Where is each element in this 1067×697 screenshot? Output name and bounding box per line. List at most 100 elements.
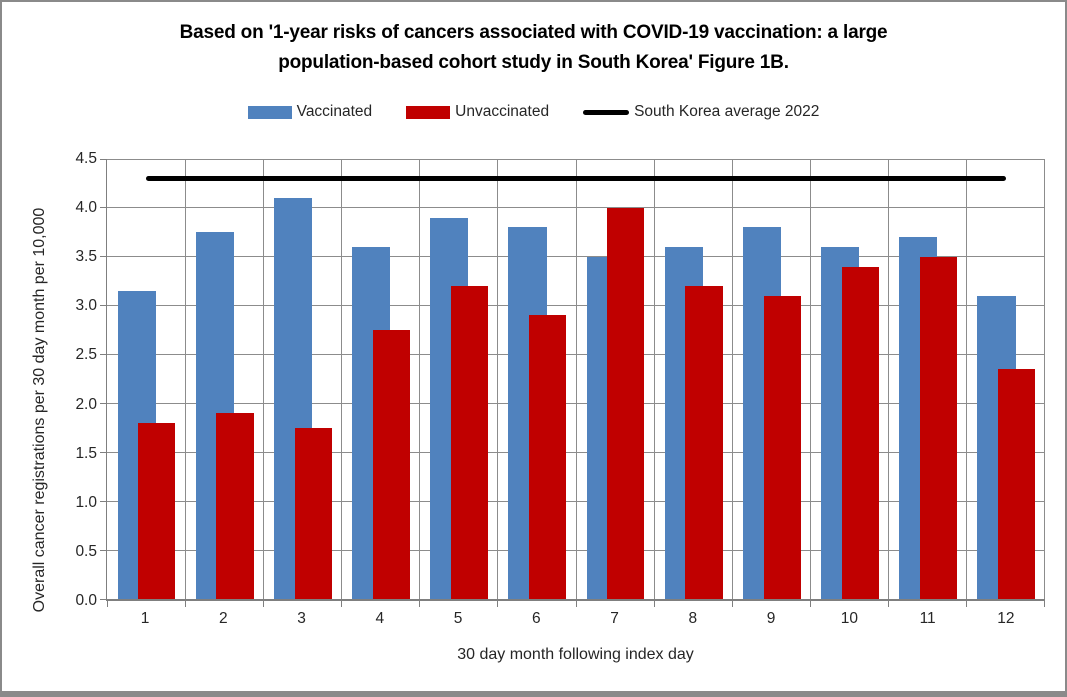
y-tick-mark [100,598,106,600]
x-tick-mark [341,601,342,607]
gridline-v [731,159,733,599]
legend-swatch-vaccinated [247,105,292,119]
legend: Vaccinated Unvaccinated South Korea aver… [2,103,1065,121]
x-tick-mark [262,601,264,607]
y-tick-label: 2.0 [75,395,97,413]
x-tick-mark [1044,601,1045,607]
y-axis-title: Overall cancer registrations per 30 day … [31,207,48,613]
y-tick-mark [100,256,106,258]
y-tick-mark [100,354,106,356]
gridline-v [341,159,342,599]
chart-title-line2: population-based cohort study in South K… [278,52,789,73]
bar-unvaccinated-month-11 [919,256,958,599]
x-tick-label: 11 [919,610,936,627]
x-tick-label: 5 [453,610,463,627]
y-tick-mark [100,158,106,160]
x-tick-mark [184,601,186,607]
gridline-v [184,159,186,599]
x-axis-title: 30 day month following index day [457,646,694,663]
x-tick-mark [888,601,890,607]
y-tick-label: 0.0 [75,592,97,609]
x-tick-label: 10 [840,610,858,627]
y-tick-label: 1.5 [75,444,97,462]
gridline-v [1044,159,1045,599]
category-slot-month-5 [420,159,498,599]
bar-unvaccinated-month-9 [763,295,801,599]
gridline-v [262,159,264,599]
x-tick-label: 2 [219,610,228,627]
x-tick-mark [106,601,108,607]
chart-title: Based on '1-year risks of cancers associ… [2,18,1065,78]
category-slot-month-6 [498,159,576,599]
legend-item-unvaccinated: Unvaccinated [406,103,549,121]
gridline-v [653,159,655,599]
x-tick-mark [497,601,499,607]
legend-swatch-unvaccinated [406,105,451,119]
legend-label-vaccinated: Vaccinated [296,103,373,120]
category-slot-month-4 [342,159,420,599]
y-tick-label: 0.5 [75,542,97,560]
category-slot-month-7 [576,159,654,599]
category-slot-month-9 [732,159,810,599]
y-tick-label: 4.0 [75,199,97,217]
y-tick-mark [100,402,106,404]
x-tick-label: 7 [610,610,619,627]
category-slot-month-10 [811,159,889,599]
gridline-v [497,159,499,599]
legend-label-average: South Korea average 2022 [634,103,820,120]
x-tick-mark [966,601,968,607]
x-tick-mark [653,601,655,607]
y-axis-tick-labels: 0.0 0.5 1.0 1.5 2.0 2.5 3.0 3.5 4.0 4.5 [2,150,97,609]
gridline-v [810,159,811,599]
x-axis-tick-labels: 1 2 3 4 5 6 7 8 9 10 11 12 [106,610,1045,634]
bar-unvaccinated-month-8 [685,286,723,599]
category-slot-month-1 [107,159,185,599]
bar-unvaccinated-month-3 [294,427,332,599]
category-slot-month-3 [263,159,341,599]
y-tick-mark [100,549,106,551]
y-tick-label: 1.0 [75,493,97,511]
average-line [146,176,1006,182]
x-tick-mark [419,601,421,607]
gridline-v [575,159,577,599]
y-tick-mark [100,305,106,307]
x-tick-mark [575,601,577,607]
legend-item-average: South Korea average 2022 [583,103,819,121]
x-tick-label: 8 [688,610,698,627]
y-tick-label: 3.5 [75,248,97,266]
bar-unvaccinated-month-12 [998,369,1036,599]
category-slot-month-2 [185,159,263,599]
gridline-v [419,159,421,599]
x-tick-label: 12 [997,610,1015,627]
y-tick-label: 4.5 [75,150,97,167]
bar-unvaccinated-month-6 [529,315,567,599]
plot-area [100,158,1045,607]
y-tick-mark [100,451,106,453]
gridline-v [888,159,890,599]
bar-unvaccinated-month-5 [450,286,489,599]
legend-line-marker [583,109,630,115]
bar-unvaccinated-month-7 [607,207,645,599]
bar-unvaccinated-month-1 [138,423,176,599]
gridline-v [966,159,968,599]
category-slot-month-8 [654,159,732,599]
y-tick-label: 3.0 [75,297,97,315]
y-tick-mark [100,500,106,502]
legend-item-vaccinated: Vaccinated [247,103,373,121]
x-tick-mark [810,601,811,607]
chart-title-line1: Based on '1-year risks of cancers associ… [179,22,888,43]
bar-unvaccinated-month-10 [841,266,879,599]
category-slot-month-11 [889,159,967,599]
x-tick-label: 9 [766,610,776,627]
x-tick-label: 4 [375,610,385,627]
bar-unvaccinated-month-4 [372,330,410,599]
x-tick-label: 1 [140,610,150,627]
x-tick-label: 6 [532,610,541,627]
y-tick-mark [100,207,106,209]
legend-label-unvaccinated: Unvaccinated [455,103,550,120]
y-tick-label: 2.5 [75,346,97,364]
x-tick-label: 3 [297,610,306,627]
category-slot-month-12 [967,159,1045,599]
bar-unvaccinated-month-2 [216,413,254,599]
